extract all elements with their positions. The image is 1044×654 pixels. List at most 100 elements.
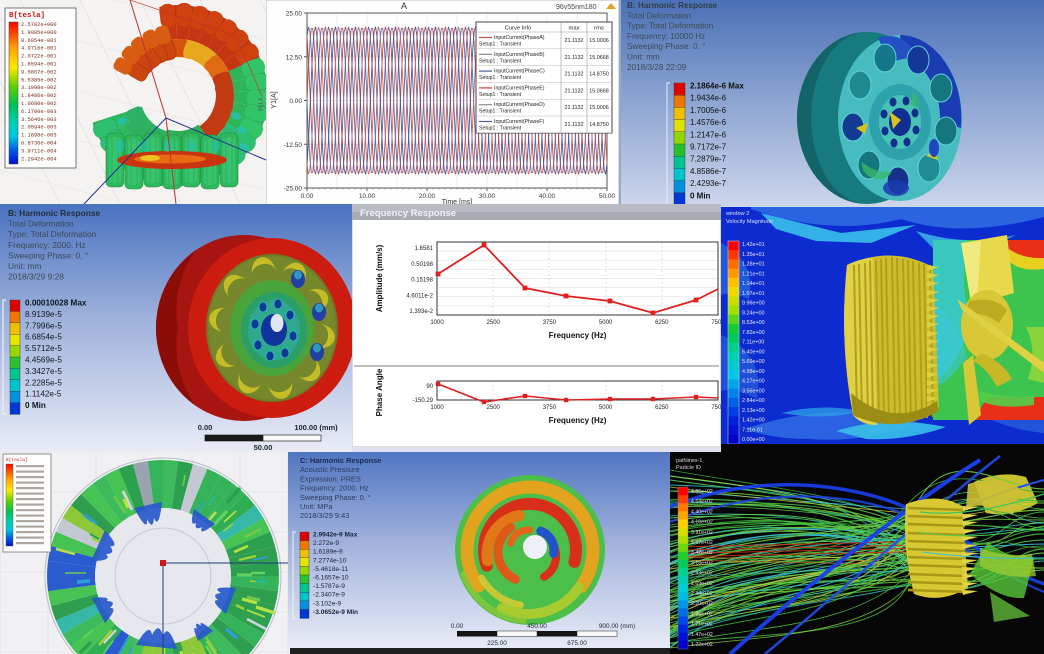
svg-text:15.0006: 15.0006 [589, 105, 609, 111]
svg-text:2500: 2500 [487, 320, 501, 326]
svg-text:0.00: 0.00 [289, 98, 302, 105]
svg-text:1.47e+02: 1.47e+02 [691, 632, 713, 638]
svg-text:8.53e+00: 8.53e+00 [742, 320, 765, 326]
svg-text:1.21e+01: 1.21e+01 [742, 271, 765, 277]
svg-text:7.82e+00: 7.82e+00 [742, 330, 765, 336]
svg-text:7500: 7500 [711, 405, 721, 411]
svg-text:9.96e+00: 9.96e+00 [742, 301, 765, 307]
svg-text:1.28e+01: 1.28e+01 [742, 262, 765, 268]
svg-text:Type: Total Deformation: Type: Total Deformation [8, 229, 97, 239]
svg-text:50.00: 50.00 [254, 443, 273, 452]
svg-text:5000: 5000 [599, 405, 613, 411]
svg-text:4.64e+02: 4.64e+02 [691, 499, 713, 505]
svg-text:4.16e+02: 4.16e+02 [691, 520, 713, 526]
svg-text:InputCurrent(PhaseE): InputCurrent(PhaseE) [494, 85, 545, 91]
svg-text:1.22e+02: 1.22e+02 [691, 642, 713, 648]
svg-text:4.8586e-7: 4.8586e-7 [690, 167, 727, 176]
svg-text:YTM: YTM [256, 97, 263, 111]
svg-text:-6.1657e-10: -6.1657e-10 [313, 575, 349, 582]
svg-text:Total Deformation: Total Deformation [627, 11, 692, 20]
svg-text:15.0668: 15.0668 [589, 55, 609, 61]
svg-text:7500: 7500 [711, 320, 721, 326]
svg-text:1.1898e-003: 1.1898e-003 [21, 133, 57, 139]
svg-text:1.42e+00: 1.42e+00 [742, 418, 765, 424]
svg-text:0.00: 0.00 [301, 193, 314, 200]
svg-text:21.1132: 21.1132 [564, 122, 583, 128]
svg-text:4.98e+00: 4.98e+00 [742, 369, 765, 375]
svg-text:1.1142e-5: 1.1142e-5 [25, 390, 62, 399]
svg-text:3.18e+02: 3.18e+02 [691, 560, 713, 566]
svg-text:3.1998e-002: 3.1998e-002 [21, 85, 57, 91]
svg-text:14.8750: 14.8750 [589, 72, 609, 78]
svg-text:-12.50: -12.50 [284, 142, 303, 149]
svg-text:40.00: 40.00 [539, 193, 556, 200]
svg-text:4.4569e-5: 4.4569e-5 [25, 356, 62, 365]
svg-text:1.6594e-001: 1.6594e-001 [21, 62, 57, 68]
svg-text:30.00: 30.00 [479, 193, 496, 200]
svg-text:0.00: 0.00 [451, 623, 464, 630]
svg-text:4.86e+02: 4.86e+02 [691, 489, 713, 495]
svg-text:4.40e+02: 4.40e+02 [691, 509, 713, 515]
svg-text:6250: 6250 [655, 405, 669, 411]
svg-text:-3.0652e-9 Min: -3.0652e-9 Min [313, 609, 358, 616]
svg-text:Unit: mm: Unit: mm [627, 53, 660, 62]
svg-text:2.2285e-5: 2.2285e-5 [25, 378, 62, 387]
svg-text:4.6011e-2: 4.6011e-2 [406, 293, 433, 299]
svg-text:9.5867e-002: 9.5867e-002 [21, 69, 57, 75]
svg-text:12.50: 12.50 [286, 54, 303, 61]
svg-text:Setup1 : Transient: Setup1 : Transient [479, 58, 522, 64]
svg-text:A: A [401, 1, 407, 11]
svg-text:1.8486e-002: 1.8486e-002 [21, 93, 57, 99]
svg-text:3750: 3750 [543, 405, 557, 411]
svg-text:7.2774e-10: 7.2774e-10 [313, 557, 347, 564]
svg-text:1.9095e+000: 1.9095e+000 [21, 30, 57, 36]
svg-text:B[tesla]: B[tesla] [9, 12, 45, 20]
svg-text:2.0722e-001: 2.0722e-001 [21, 54, 57, 60]
svg-text:Frequency (Hz): Frequency (Hz) [549, 416, 607, 425]
svg-text:7.11e+00: 7.11e+00 [742, 340, 764, 346]
svg-text:21.1132: 21.1132 [564, 105, 583, 111]
svg-text:3.91e+02: 3.91e+02 [691, 530, 713, 536]
svg-text:6.8736e-004: 6.8736e-004 [21, 141, 57, 147]
svg-text:7.7996e-5: 7.7996e-5 [25, 321, 62, 330]
svg-text:1.4576e-6: 1.4576e-6 [690, 118, 727, 127]
svg-text:1000: 1000 [430, 320, 444, 326]
svg-text:6250: 6250 [655, 320, 669, 326]
svg-text:7.2879e-7: 7.2879e-7 [690, 155, 727, 164]
svg-text:96v55nm180: 96v55nm180 [556, 4, 597, 11]
svg-text:Particle ID: Particle ID [676, 465, 701, 471]
svg-text:3750: 3750 [543, 320, 557, 326]
svg-text:2.44e+02: 2.44e+02 [691, 591, 713, 597]
svg-text:90: 90 [426, 384, 433, 390]
svg-text:3.67e+02: 3.67e+02 [691, 540, 713, 546]
svg-text:Acoustic Pressure: Acoustic Pressure [300, 465, 360, 474]
svg-text:InputCurrent(PhaseB): InputCurrent(PhaseB) [494, 52, 545, 58]
svg-text:50.00: 50.00 [599, 193, 616, 200]
svg-text:3.56e+00: 3.56e+00 [742, 388, 765, 394]
svg-text:1.42e+01: 1.42e+01 [742, 242, 765, 248]
svg-text:Unit: MPa: Unit: MPa [300, 502, 333, 511]
svg-text:Setup1 : Transient: Setup1 : Transient [479, 42, 522, 48]
svg-text:window 2: window 2 [725, 211, 749, 217]
svg-text:0.15198: 0.15198 [411, 278, 433, 284]
svg-text:InputCurrent(PhaseA): InputCurrent(PhaseA) [494, 35, 545, 41]
svg-text:Time [ms]: Time [ms] [442, 199, 473, 205]
svg-text:2.9942e-9 Max: 2.9942e-9 Max [313, 532, 358, 539]
svg-text:100.00 (mm): 100.00 (mm) [294, 423, 338, 432]
svg-text:20.00: 20.00 [419, 193, 436, 200]
svg-text:225.00: 225.00 [487, 640, 507, 647]
svg-text:Setup1 : Transient: Setup1 : Transient [479, 75, 522, 81]
svg-text:C: Harmonic Response: C: Harmonic Response [300, 456, 381, 465]
svg-text:9.7172e-7: 9.7172e-7 [690, 143, 727, 152]
svg-text:2.272e-9: 2.272e-9 [313, 540, 339, 547]
svg-text:1.6189e-9: 1.6189e-9 [313, 549, 343, 556]
svg-text:Frequency Response: Frequency Response [360, 208, 456, 219]
svg-text:4.9716e-001: 4.9716e-001 [21, 46, 57, 52]
svg-text:Curve Info: Curve Info [505, 26, 532, 32]
svg-text:Amplitude (mm/s): Amplitude (mm/s) [375, 244, 384, 312]
svg-text:6.40e+00: 6.40e+00 [742, 349, 765, 355]
svg-text:675.00: 675.00 [567, 640, 587, 647]
svg-text:Phase Angle: Phase Angle [375, 368, 384, 416]
svg-text:2.69e+02: 2.69e+02 [691, 581, 713, 587]
svg-text:1.7005e-6: 1.7005e-6 [690, 106, 727, 115]
